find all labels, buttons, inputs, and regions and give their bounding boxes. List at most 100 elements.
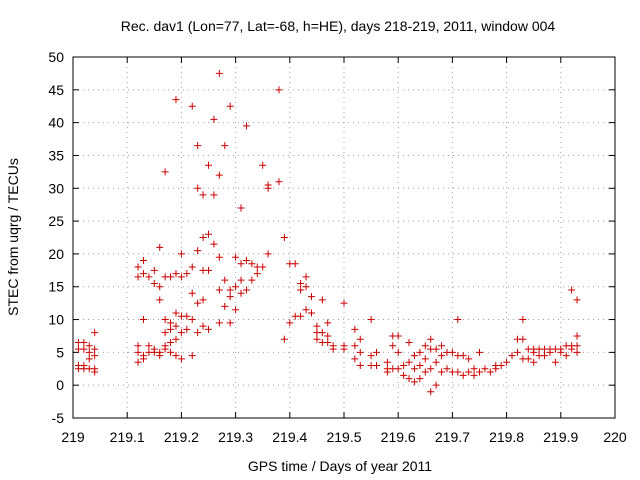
data-point: [324, 332, 332, 340]
data-point: [297, 286, 305, 294]
data-point: [503, 358, 511, 366]
data-point: [85, 342, 93, 350]
data-point: [519, 335, 527, 343]
data-point: [280, 234, 288, 241]
data-point: [156, 296, 164, 304]
data-point: [416, 348, 424, 356]
data-point: [172, 270, 180, 278]
data-point: [367, 316, 375, 324]
data-point: [139, 316, 147, 324]
y-tick-label: 5: [56, 344, 64, 360]
data-point: [318, 329, 326, 337]
data-point: [167, 273, 175, 281]
data-point: [172, 96, 180, 104]
data-point: [242, 256, 250, 264]
data-point: [405, 358, 413, 366]
data-point: [215, 69, 223, 77]
data-point: [400, 361, 408, 369]
data-point: [562, 352, 570, 360]
data-point: [177, 355, 185, 363]
data-point: [210, 191, 218, 199]
y-tick-label: 30: [48, 180, 64, 196]
data-point: [150, 266, 158, 274]
data-point: [80, 345, 88, 353]
data-point: [302, 283, 310, 291]
data-point: [199, 296, 207, 304]
x-tick-label: 219.8: [489, 429, 524, 445]
data-point: [438, 342, 446, 350]
data-point: [356, 348, 364, 356]
data-point: [156, 352, 164, 360]
data-point: [232, 253, 240, 261]
data-point: [172, 335, 180, 343]
data-point: [264, 250, 272, 258]
y-axis-label: STEC from uqrg / TECUs: [5, 158, 21, 316]
plot-frame: [72, 56, 616, 419]
data-point: [139, 256, 147, 264]
data-point: [481, 365, 489, 373]
data-point: [394, 365, 402, 373]
x-tick-label: 219.1: [110, 429, 145, 445]
x-tick-label: 219.2: [164, 429, 199, 445]
data-point: [205, 161, 212, 169]
data-point: [427, 335, 435, 343]
data-point: [405, 339, 413, 347]
data-point: [302, 273, 310, 281]
data-point: [524, 355, 532, 363]
data-point: [307, 309, 315, 317]
data-point: [394, 348, 402, 356]
data-point: [373, 348, 381, 356]
data-point: [188, 316, 196, 324]
data-point: [177, 250, 185, 258]
data-point: [432, 345, 440, 353]
data-point: [188, 263, 196, 271]
data-point: [259, 263, 267, 271]
data-point: [297, 279, 305, 287]
data-point: [470, 371, 478, 379]
y-tick-label: 45: [48, 82, 64, 98]
data-point: [318, 296, 326, 304]
data-point: [459, 352, 467, 360]
data-point: [486, 368, 494, 376]
data-point: [443, 365, 451, 373]
data-point: [232, 283, 240, 291]
data-point: [259, 161, 267, 169]
y-tick-label: 20: [48, 246, 64, 262]
data-point: [541, 352, 549, 360]
data-point: [432, 358, 440, 366]
data-point: [280, 335, 288, 343]
data-point: [80, 339, 88, 347]
data-point: [492, 365, 500, 373]
data-point: [313, 335, 321, 343]
data-point: [324, 339, 332, 347]
data-point: [383, 358, 391, 366]
x-tick-label: 219.6: [381, 429, 416, 445]
y-tick-label: 50: [48, 49, 64, 65]
x-tick-label: 219.4: [272, 429, 307, 445]
data-point: [215, 171, 223, 179]
data-point: [297, 312, 305, 320]
x-tick-label: 219: [61, 429, 85, 445]
data-point: [205, 266, 212, 274]
data-point: [264, 184, 272, 192]
data-point: [427, 365, 435, 373]
x-tick-label: 219.3: [218, 429, 253, 445]
data-point: [465, 368, 473, 376]
data-point: [275, 178, 283, 186]
data-point: [156, 243, 164, 251]
data-point: [307, 293, 315, 301]
data-point: [210, 115, 218, 123]
data-point: [237, 260, 245, 268]
data-point: [438, 352, 446, 360]
data-point: [194, 299, 202, 307]
data-point: [205, 230, 212, 238]
data-point: [573, 332, 581, 340]
x-axis-label: GPS time / Days of year 2011: [248, 458, 432, 474]
data-point: [313, 322, 321, 330]
data-point: [139, 270, 147, 278]
data-point: [188, 352, 196, 360]
data-point: [177, 329, 185, 337]
data-point: [134, 358, 142, 366]
data-point: [356, 361, 364, 369]
